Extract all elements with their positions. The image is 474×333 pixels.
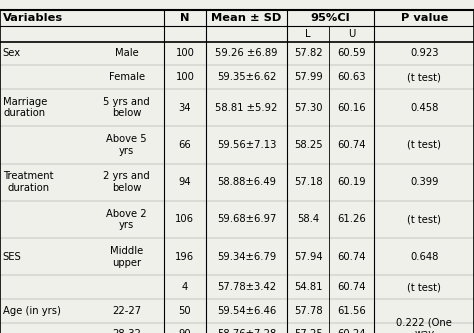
Text: 60.74: 60.74: [337, 252, 366, 262]
Text: SES: SES: [3, 252, 22, 262]
Text: 59.54±6.46: 59.54±6.46: [217, 306, 276, 316]
Text: 58.88±6.49: 58.88±6.49: [217, 177, 276, 187]
Text: (t test): (t test): [407, 214, 441, 224]
Text: 106: 106: [175, 214, 194, 224]
Text: 0.222 (One
way
ANOVA): 0.222 (One way ANOVA): [396, 318, 452, 333]
Text: L: L: [305, 29, 311, 39]
Text: Mean ± SD: Mean ± SD: [211, 13, 282, 23]
Text: 60.63: 60.63: [337, 72, 366, 82]
Text: 60.19: 60.19: [337, 177, 366, 187]
Text: 61.26: 61.26: [337, 214, 366, 224]
Text: Age (in yrs): Age (in yrs): [3, 306, 61, 316]
Text: 0.648: 0.648: [410, 252, 438, 262]
Text: 28-32: 28-32: [112, 329, 141, 333]
Text: 57.78±3.42: 57.78±3.42: [217, 282, 276, 292]
Text: (t test): (t test): [407, 140, 441, 150]
Text: 54.81: 54.81: [294, 282, 322, 292]
Text: U: U: [348, 29, 356, 39]
Text: 60.74: 60.74: [337, 282, 366, 292]
Text: Sex: Sex: [3, 48, 21, 59]
Text: 58.76±7.28: 58.76±7.28: [217, 329, 276, 333]
Text: 4: 4: [182, 282, 188, 292]
Text: 22-27: 22-27: [112, 306, 141, 316]
Text: (t test): (t test): [407, 282, 441, 292]
Text: Above 2
yrs: Above 2 yrs: [107, 209, 147, 230]
Text: 57.78: 57.78: [294, 306, 322, 316]
Text: 59.68±6.97: 59.68±6.97: [217, 214, 276, 224]
Text: Male: Male: [115, 48, 139, 59]
Text: 60.74: 60.74: [337, 140, 366, 150]
Text: 60.24: 60.24: [337, 329, 366, 333]
Text: 57.30: 57.30: [294, 103, 322, 113]
Text: 100: 100: [175, 72, 194, 82]
Text: Middle
upper: Middle upper: [110, 246, 144, 267]
Text: 58.25: 58.25: [294, 140, 322, 150]
Text: 50: 50: [179, 306, 191, 316]
Text: 58.4: 58.4: [297, 214, 319, 224]
Text: 34: 34: [179, 103, 191, 113]
Text: 95%CI: 95%CI: [311, 13, 350, 23]
Text: (t test): (t test): [407, 72, 441, 82]
Text: Marriage
duration: Marriage duration: [3, 97, 47, 118]
Text: 66: 66: [179, 140, 191, 150]
Text: P value: P value: [401, 13, 448, 23]
Text: 94: 94: [179, 177, 191, 187]
Text: 90: 90: [179, 329, 191, 333]
Text: 57.94: 57.94: [294, 252, 322, 262]
Text: 57.25: 57.25: [294, 329, 322, 333]
Text: 5 yrs and
below: 5 yrs and below: [103, 97, 150, 118]
Text: 59.56±7.13: 59.56±7.13: [217, 140, 276, 150]
Text: 196: 196: [175, 252, 194, 262]
Text: Above 5
yrs: Above 5 yrs: [107, 134, 147, 156]
Text: 60.16: 60.16: [337, 103, 366, 113]
Text: 2 yrs and
below: 2 yrs and below: [103, 171, 150, 193]
Text: 59.34±6.79: 59.34±6.79: [217, 252, 276, 262]
Text: Treatment
duration: Treatment duration: [3, 171, 54, 193]
Text: 100: 100: [175, 48, 194, 59]
Text: N: N: [180, 13, 190, 23]
Text: 61.56: 61.56: [337, 306, 366, 316]
Text: 59.26 ±6.89: 59.26 ±6.89: [215, 48, 278, 59]
Text: 60.59: 60.59: [337, 48, 366, 59]
Text: 0.458: 0.458: [410, 103, 438, 113]
Text: 57.18: 57.18: [294, 177, 322, 187]
Text: Variables: Variables: [3, 13, 63, 23]
Text: 57.82: 57.82: [294, 48, 322, 59]
Text: 59.35±6.62: 59.35±6.62: [217, 72, 276, 82]
Text: 58.81 ±5.92: 58.81 ±5.92: [215, 103, 278, 113]
Text: 0.923: 0.923: [410, 48, 438, 59]
Text: 57.99: 57.99: [294, 72, 322, 82]
Text: Female: Female: [109, 72, 145, 82]
Text: 0.399: 0.399: [410, 177, 438, 187]
